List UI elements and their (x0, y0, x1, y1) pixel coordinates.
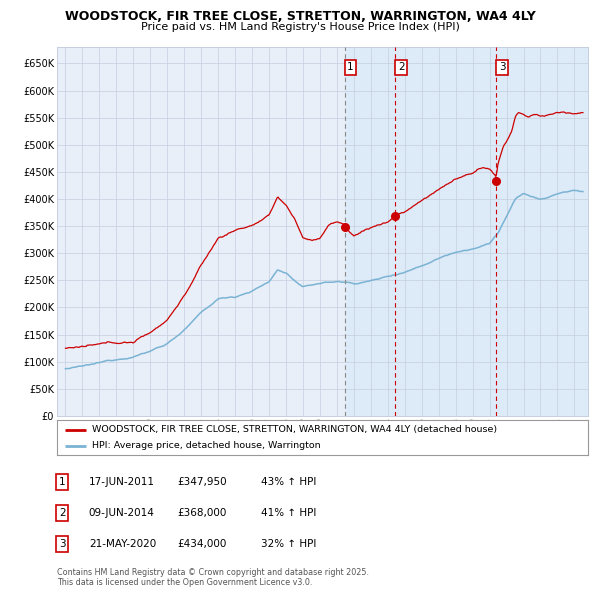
Text: £434,000: £434,000 (177, 539, 226, 549)
Text: Price paid vs. HM Land Registry's House Price Index (HPI): Price paid vs. HM Land Registry's House … (140, 22, 460, 32)
Bar (344, 47, 588, 416)
Text: WOODSTOCK, FIR TREE CLOSE, STRETTON, WARRINGTON, WA4 4LY (detached house): WOODSTOCK, FIR TREE CLOSE, STRETTON, WAR… (92, 425, 497, 434)
Text: 21-MAY-2020: 21-MAY-2020 (89, 539, 156, 549)
Text: 1: 1 (59, 477, 65, 487)
Text: 2: 2 (59, 508, 65, 518)
Text: 3: 3 (59, 539, 65, 549)
Text: 3: 3 (499, 63, 505, 73)
Text: 43% ↑ HPI: 43% ↑ HPI (261, 477, 316, 487)
Text: 17-JUN-2011: 17-JUN-2011 (89, 477, 155, 487)
Text: 09-JUN-2014: 09-JUN-2014 (89, 508, 155, 518)
Text: 32% ↑ HPI: 32% ↑ HPI (261, 539, 316, 549)
Text: 1: 1 (347, 63, 354, 73)
Text: 2: 2 (398, 63, 404, 73)
Text: HPI: Average price, detached house, Warrington: HPI: Average price, detached house, Warr… (92, 441, 320, 450)
Text: WOODSTOCK, FIR TREE CLOSE, STRETTON, WARRINGTON, WA4 4LY: WOODSTOCK, FIR TREE CLOSE, STRETTON, WAR… (65, 10, 535, 23)
Text: Contains HM Land Registry data © Crown copyright and database right 2025.
This d: Contains HM Land Registry data © Crown c… (57, 568, 369, 587)
Text: £368,000: £368,000 (177, 508, 226, 518)
Text: 41% ↑ HPI: 41% ↑ HPI (261, 508, 316, 518)
Text: £347,950: £347,950 (177, 477, 227, 487)
